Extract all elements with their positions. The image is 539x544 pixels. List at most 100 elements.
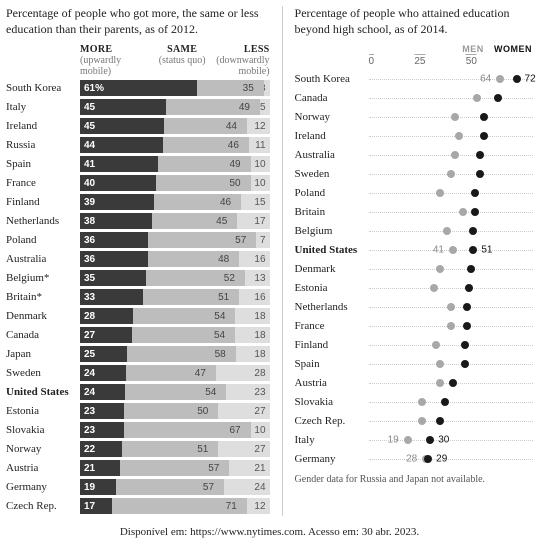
country-label: United States (295, 244, 369, 256)
dotplot: 2829 (369, 451, 533, 467)
legend-men: MEN (453, 44, 493, 54)
seg-less: 24 (224, 479, 269, 495)
dotplot: 41 51 (369, 242, 533, 258)
seg-more: 25 (80, 346, 127, 362)
country-label: Germany (295, 453, 369, 465)
dot-row: Netherlands (295, 298, 533, 316)
seg-less: 18 (235, 308, 269, 324)
dot-baseline (369, 231, 533, 232)
country-label: Britain* (6, 291, 80, 303)
country-label: Australia (295, 149, 369, 161)
dot-baseline (369, 193, 533, 194)
label-men: 41 (433, 245, 444, 256)
dotplot: 1930 (369, 432, 533, 448)
dot-women (467, 265, 475, 273)
stacked-bar: 236710 (80, 422, 270, 438)
dot-men (451, 113, 459, 121)
seg-less: 10 (251, 422, 270, 438)
stacked-bar: 61%353 (80, 80, 270, 96)
bar-row: Spain414910 (6, 155, 270, 173)
bar-row: Finland394615 (6, 193, 270, 211)
dot-men (443, 227, 451, 235)
country-label: Czech Rep. (295, 415, 369, 427)
dot-men (447, 303, 455, 311)
seg-less: 28 (216, 365, 270, 381)
dot-women (480, 113, 488, 121)
dot-baseline (369, 98, 533, 99)
header-more: MORE (upwardly mobile) (80, 44, 148, 77)
seg-more: 44 (80, 137, 163, 153)
seg-less: 16 (239, 289, 269, 305)
stacked-bar: 215721 (80, 460, 270, 476)
dot-women (463, 303, 471, 311)
seg-same: 71 (112, 498, 247, 514)
seg-same: 44 (164, 118, 247, 134)
dot-row: Italy1930 (295, 431, 533, 449)
seg-same: 35 (197, 80, 264, 96)
bar-row: Norway225127 (6, 440, 270, 458)
country-label: Czech Rep. (6, 500, 80, 512)
bar-row: Czech Rep.177112 (6, 497, 270, 515)
seg-more: 24 (80, 365, 126, 381)
dot-women (471, 189, 479, 197)
seg-more: 27 (80, 327, 132, 343)
header-more-sub: (upwardly mobile) (80, 55, 148, 77)
dot-row: Canada (295, 89, 533, 107)
bar-row: Estonia235027 (6, 402, 270, 420)
country-label: Netherlands (295, 301, 369, 313)
bar-row: Japan255818 (6, 345, 270, 363)
dot-row: Belgium (295, 222, 533, 240)
dotplot: 6472 (369, 71, 533, 87)
right-chart: Percentage of people who attained educat… (295, 6, 533, 516)
stacked-bar: 244728 (80, 365, 270, 381)
bar-row: Ireland454412 (6, 117, 270, 135)
seg-more: 35 (80, 270, 146, 286)
dotplot (369, 204, 533, 220)
dot-women (469, 246, 477, 254)
dot-baseline (369, 212, 533, 213)
seg-more: 22 (80, 441, 122, 457)
dot-men (496, 75, 504, 83)
country-label: Italy (295, 434, 369, 446)
vertical-divider (282, 6, 283, 516)
seg-same: 50 (156, 175, 251, 191)
country-label: Japan (6, 348, 80, 360)
country-label: Slovakia (295, 396, 369, 408)
country-label: Canada (6, 329, 80, 341)
country-label: Ireland (6, 120, 80, 132)
right-axis: 02550 (369, 54, 533, 70)
dot-row: Finland (295, 336, 533, 354)
stacked-bar: 454412 (80, 118, 270, 134)
dot-row: Australia (295, 146, 533, 164)
seg-less: 17 (237, 213, 269, 229)
country-label: Slovakia (6, 424, 80, 436)
dot-baseline (369, 459, 533, 460)
country-label: Britain (295, 206, 369, 218)
seg-more: 23 (80, 403, 124, 419)
seg-less: 15 (241, 194, 269, 210)
label-women: 51 (481, 245, 492, 256)
dot-row: Austria (295, 374, 533, 392)
right-axis-row: 02550 (295, 54, 533, 70)
bar-row: Britain*335116 (6, 288, 270, 306)
right-legend: MEN WOMEN (295, 44, 533, 54)
seg-less: 7 (256, 232, 269, 248)
dot-women (476, 151, 484, 159)
dot-row: Poland (295, 184, 533, 202)
left-title: Percentage of people who got more, the s… (6, 6, 270, 38)
bar-row: Poland36577 (6, 231, 270, 249)
dot-women (449, 379, 457, 387)
source-line: Disponível em: https://www.nytimes.com. … (6, 526, 533, 538)
stacked-bar: 444611 (80, 137, 270, 153)
dot-women (513, 75, 521, 83)
stacked-bar: 275418 (80, 327, 270, 343)
seg-more: 36 (80, 251, 148, 267)
country-label: Norway (295, 111, 369, 123)
bar-row: Slovakia236710 (6, 421, 270, 439)
dot-baseline (369, 402, 533, 403)
dotplot (369, 109, 533, 125)
seg-same: 54 (133, 308, 235, 324)
country-label: Denmark (6, 310, 80, 322)
bar-row: Sweden244728 (6, 364, 270, 382)
stacked-bar: 225127 (80, 441, 270, 457)
